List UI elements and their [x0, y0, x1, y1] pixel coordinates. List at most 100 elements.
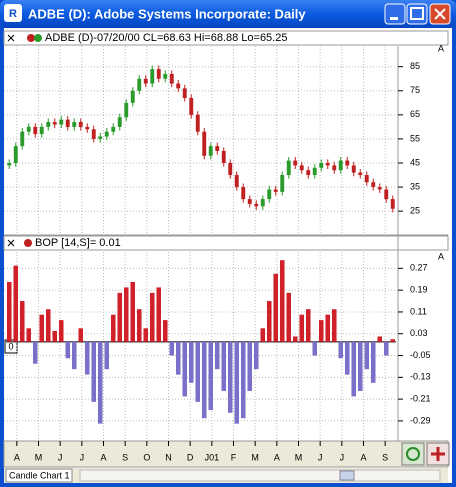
candle-body [221, 150, 226, 163]
y-tick-label: 25 [410, 206, 420, 216]
candle-body [130, 90, 135, 103]
x-tick-label: J01 [205, 452, 220, 462]
tab[interactable] [5, 468, 73, 483]
scroll-thumb[interactable] [339, 470, 355, 481]
candle-body [228, 162, 233, 176]
x-tick-label: S [382, 452, 388, 462]
bop-bar [266, 301, 272, 342]
bop-bar [45, 309, 51, 342]
bop-bar [117, 292, 123, 342]
bop-bar [19, 301, 25, 342]
candle-body [273, 189, 278, 192]
bop-bar [201, 341, 207, 419]
bop-bar [13, 265, 19, 342]
bop-bar [162, 320, 168, 342]
bop-bar [39, 314, 45, 342]
bop-bar [247, 341, 253, 391]
bop-bar [6, 281, 12, 342]
pane-title: BOP [14,S]= 0.01 [35, 237, 121, 249]
candle-body [143, 78, 148, 84]
candle-body [312, 167, 317, 176]
candle-body [20, 131, 25, 147]
bop-bar [188, 341, 194, 383]
y-tick-label: 75 [410, 85, 420, 95]
maximize-glyph [410, 7, 424, 20]
candle-body [208, 146, 213, 156]
candle-body [46, 122, 51, 127]
candle-body [189, 97, 194, 115]
scrollbar[interactable] [79, 469, 441, 482]
bop-bar [156, 287, 162, 342]
tab-label: Candle Chart 1 [9, 470, 70, 480]
bop-bar [377, 336, 383, 342]
candle-body [65, 119, 70, 127]
x-tick-label: D [187, 452, 194, 462]
pane-close[interactable] [7, 239, 15, 247]
candle-body [39, 126, 44, 135]
bop-bar [84, 341, 90, 375]
bop-bar [208, 341, 214, 411]
refresh-button[interactable] [401, 442, 425, 466]
y-tick-label: 0.03 [410, 328, 428, 338]
x-tick-label: J [58, 452, 63, 462]
candle-body [59, 119, 64, 125]
x-tick-label: A [360, 452, 366, 462]
candle-body [267, 189, 272, 200]
candle-body [33, 126, 38, 135]
bop-bar [273, 273, 279, 342]
candle-body [299, 165, 304, 171]
candle-body [351, 165, 356, 173]
candle-body [98, 136, 103, 139]
pane-header [3, 235, 449, 251]
candle-body [280, 175, 285, 192]
bop-bar [240, 341, 246, 419]
candle-body [384, 189, 389, 200]
candle-body [85, 126, 90, 130]
x-tick-label: A [274, 452, 280, 462]
bop-bar [97, 341, 103, 424]
candle-body [215, 146, 220, 151]
y-tick-label: 45 [410, 157, 420, 167]
y-tick-label: -0.21 [410, 394, 431, 404]
bop-bar [331, 309, 337, 342]
pane-title: ADBE (D)-07/20/00 CL=68.63 Hi=68.88 Lo=6… [45, 32, 287, 44]
bop-bar [182, 341, 188, 397]
minimize-button[interactable] [384, 3, 406, 25]
candle-body [358, 172, 363, 176]
bop-bar [234, 341, 240, 424]
bop-bar [351, 341, 357, 397]
candle-body [371, 182, 376, 188]
bop-bar [370, 341, 376, 383]
add-glyph [431, 447, 445, 461]
candle-body [260, 199, 265, 207]
pane-close[interactable] [7, 34, 15, 42]
y-tick-label: 0.19 [410, 285, 428, 295]
x-axis-area [3, 440, 449, 468]
candle-body [111, 126, 116, 132]
y-tick-label: 55 [410, 133, 420, 143]
x-tick-label: S [122, 452, 128, 462]
legend-dot [27, 34, 35, 42]
candle-body [176, 83, 181, 89]
y-tick-label: -0.29 [410, 415, 431, 425]
bop-bar [71, 341, 77, 370]
bop-bar [390, 339, 396, 342]
candle-body [182, 88, 187, 98]
x-tick-label: A [14, 452, 20, 462]
y-tick-label: 85 [410, 61, 420, 71]
bop-bar [357, 341, 363, 391]
y-tick-label: 0.11 [410, 306, 427, 316]
candle-body [364, 175, 369, 183]
window-title: ADBE (D): Adobe Systems Incorporate: Dai… [28, 6, 306, 21]
pane-header [3, 30, 449, 46]
x-tick-label: J [318, 452, 323, 462]
bop-bar [383, 341, 389, 356]
candle-body [332, 165, 337, 171]
legend-dot [24, 239, 32, 247]
x-tick-label: M [295, 452, 303, 462]
bop-bar [110, 314, 116, 342]
bop-bar [169, 341, 175, 356]
bop-bar [286, 292, 292, 342]
bop-bar [195, 341, 201, 402]
